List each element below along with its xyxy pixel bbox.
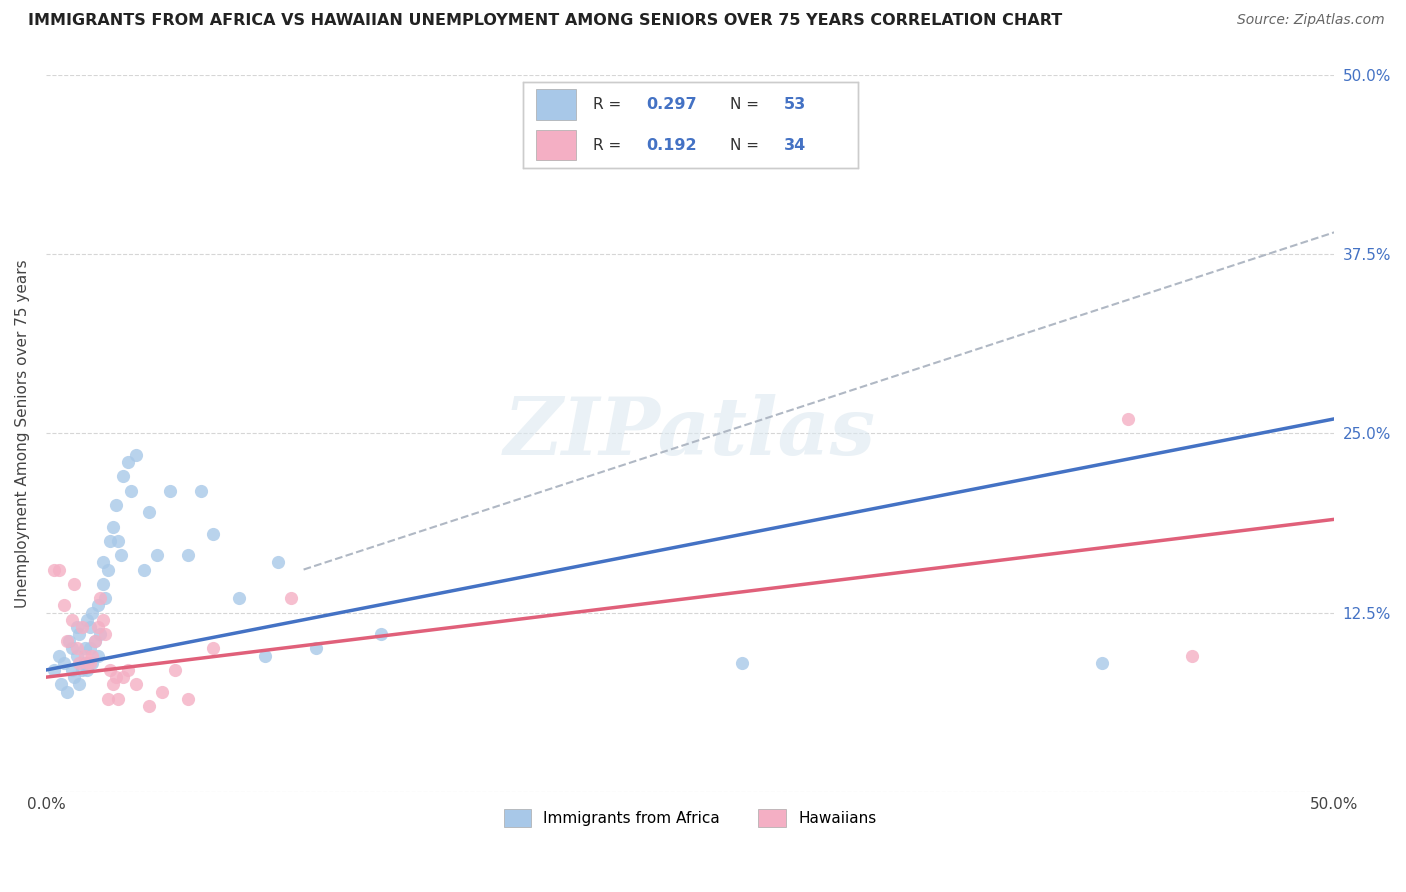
Point [280, 591, 302, 606]
Point [86, 620, 108, 634]
Point [305, 641, 328, 656]
Y-axis label: Unemployment Among Seniors over 75 years: Unemployment Among Seniors over 75 years [15, 259, 30, 607]
Point [112, 670, 135, 684]
Point [69, 656, 91, 670]
Text: IMMIGRANTS FROM AFRICA VS HAWAIIAN UNEMPLOYMENT AMONG SENIORS OVER 75 YEARS CORR: IMMIGRANTS FROM AFRICA VS HAWAIIAN UNEMP… [28, 13, 1063, 29]
Point [42, 563, 65, 577]
Point [79, 656, 101, 670]
Point [60, 641, 83, 656]
Point [84, 634, 107, 648]
Point [91, 555, 114, 569]
Point [69, 627, 91, 641]
Point [82, 656, 104, 670]
Point [48, 648, 70, 663]
Point [253, 648, 276, 663]
Point [91, 613, 114, 627]
Point [60, 663, 83, 677]
Point [176, 691, 198, 706]
Point [89, 591, 111, 606]
Point [48, 563, 70, 577]
Point [91, 577, 114, 591]
Point [145, 548, 167, 562]
Point [370, 627, 392, 641]
Point [94, 591, 117, 606]
Point [73, 656, 96, 670]
Point [138, 505, 160, 519]
Point [55, 684, 77, 698]
Point [117, 455, 139, 469]
Point [63, 577, 86, 591]
Point [82, 648, 104, 663]
Point [104, 498, 127, 512]
Point [125, 448, 148, 462]
Point [107, 533, 129, 548]
Point [84, 634, 107, 648]
Point [101, 677, 124, 691]
Point [82, 606, 104, 620]
Point [76, 663, 98, 677]
Point [94, 627, 117, 641]
Point [63, 670, 86, 684]
Point [138, 698, 160, 713]
Point [76, 613, 98, 627]
Point [66, 620, 89, 634]
Point [202, 641, 225, 656]
Point [100, 663, 122, 677]
Legend: Immigrants from Africa, Hawaiians: Immigrants from Africa, Hawaiians [496, 802, 884, 835]
Point [110, 548, 132, 562]
Point [176, 548, 198, 562]
Point [60, 613, 83, 627]
Point [70, 620, 93, 634]
Text: ZIPatlas: ZIPatlas [503, 394, 876, 472]
Point [79, 641, 101, 656]
Point [76, 656, 98, 670]
Point [53, 599, 76, 613]
Point [267, 555, 290, 569]
Point [73, 641, 96, 656]
Point [107, 691, 129, 706]
Point [42, 663, 65, 677]
Point [125, 677, 148, 691]
Point [97, 691, 120, 706]
Point [58, 634, 80, 648]
Point [101, 519, 124, 533]
Point [190, 483, 212, 498]
Point [132, 563, 155, 577]
Point [73, 648, 96, 663]
Point [70, 663, 93, 677]
Point [150, 684, 173, 698]
Point [104, 670, 127, 684]
Point [120, 483, 142, 498]
Point [112, 469, 135, 483]
Point [730, 656, 752, 670]
Point [79, 620, 101, 634]
Point [66, 648, 89, 663]
Point [51, 677, 73, 691]
Point [100, 533, 122, 548]
Point [66, 641, 89, 656]
Point [55, 634, 77, 648]
Point [228, 591, 250, 606]
Point [1116, 412, 1139, 426]
Text: Source: ZipAtlas.com: Source: ZipAtlas.com [1237, 13, 1385, 28]
Point [1091, 656, 1114, 670]
Point [202, 526, 225, 541]
Point [159, 483, 181, 498]
Point [86, 648, 108, 663]
Point [117, 663, 139, 677]
Point [163, 663, 186, 677]
Point [1181, 648, 1204, 663]
Point [97, 563, 120, 577]
Point [86, 599, 108, 613]
Point [53, 656, 76, 670]
Point [89, 627, 111, 641]
Point [69, 677, 91, 691]
